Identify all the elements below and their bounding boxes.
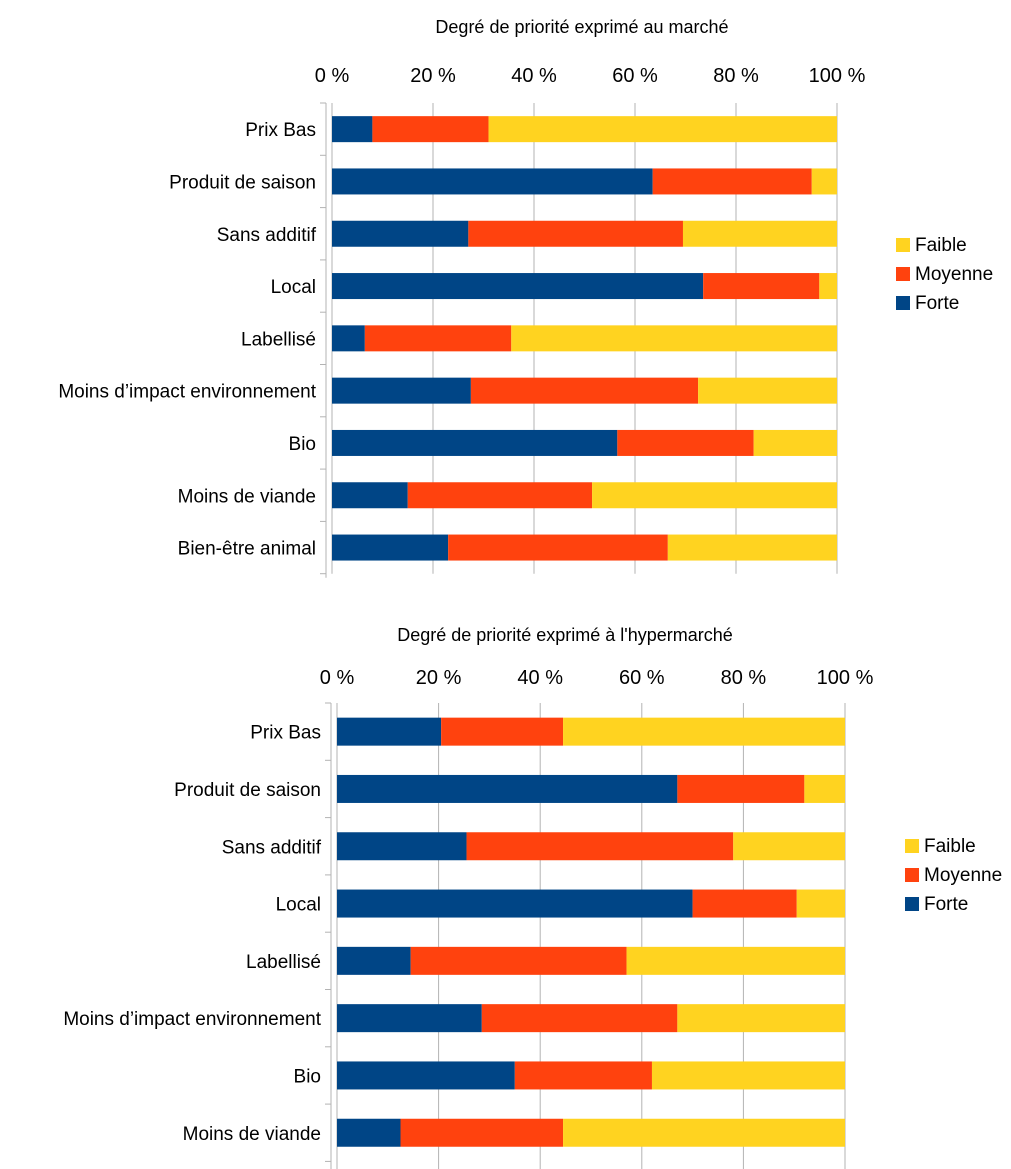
bar-moyenne-local: [692, 889, 797, 918]
bar-faible-local: [796, 889, 845, 918]
bar-moyenne-prix-bas: [441, 717, 564, 746]
bar-moyenne-labellise: [410, 946, 627, 975]
bar-moyenne-sans-additif: [468, 220, 683, 247]
legend-label-moyenne: Moyenne: [924, 865, 1002, 886]
bar-moyenne-moins-de-viande: [400, 1118, 564, 1147]
legend-swatch-moyenne: [896, 267, 910, 281]
category-label: Moins de viande: [183, 1124, 321, 1145]
x-tick-label: 80 %: [713, 65, 759, 87]
x-tick-label: 100 %: [809, 65, 866, 87]
category-label: Bio: [294, 1066, 321, 1087]
x-tick-label: 40 %: [511, 65, 557, 87]
bar-forte-labellise: [332, 325, 365, 352]
x-tick-label: 40 %: [517, 667, 563, 689]
bar-faible-moins-de-viande: [592, 482, 837, 509]
category-label: Bien-être animal: [178, 539, 316, 560]
bar-moyenne-sans-additif: [466, 832, 734, 861]
bar-forte-labellise: [337, 946, 411, 975]
category-label: Produit de saison: [169, 172, 316, 193]
bar-moyenne-labellise: [364, 325, 512, 352]
legend-swatch-forte: [905, 897, 919, 911]
legend-label-faible: Faible: [924, 836, 976, 857]
category-label: Moins d’impact environnement: [63, 1009, 321, 1030]
bar-faible-produit-de-saison: [811, 168, 837, 195]
bar-forte-bien-etre-animal: [332, 534, 449, 561]
category-label: Local: [276, 895, 321, 916]
category-label: Sans additif: [217, 225, 317, 246]
bar-faible-prix-bas: [563, 717, 845, 746]
bar-faible-moins-de-viande: [563, 1118, 845, 1147]
category-label: Prix Bas: [245, 120, 316, 141]
legend-label-forte: Forte: [924, 894, 968, 915]
category-label: Produit de saison: [174, 780, 321, 801]
category-label: Bio: [289, 434, 316, 455]
x-tick-label: 20 %: [410, 65, 456, 87]
bar-forte-sans-additif: [337, 832, 467, 861]
bar-forte-bio: [332, 429, 618, 456]
bar-faible-moins-d-impact-environnement: [698, 377, 837, 404]
legend-label-forte: Forte: [915, 293, 959, 314]
bar-forte-moins-d-impact-environnement: [332, 377, 471, 404]
legend-label-moyenne: Moyenne: [915, 264, 993, 285]
chart-title: Degré de priorité exprimé au marché: [435, 17, 728, 37]
bar-forte-moins-de-viande: [332, 482, 408, 509]
bar-moyenne-local: [703, 273, 820, 300]
bar-moyenne-moins-d-impact-environnement: [481, 1004, 678, 1033]
x-tick-label: 60 %: [619, 667, 665, 689]
bar-forte-moins-d-impact-environnement: [337, 1004, 482, 1033]
x-tick-label: 0 %: [320, 667, 355, 689]
bar-moyenne-bio: [514, 1061, 652, 1090]
bar-faible-sans-additif: [682, 220, 837, 247]
bar-moyenne-produit-de-saison: [652, 168, 812, 195]
legend-swatch-faible: [896, 238, 910, 252]
category-label: Labellisé: [241, 329, 316, 350]
bar-faible-sans-additif: [733, 832, 845, 861]
bar-forte-moins-de-viande: [337, 1118, 401, 1147]
legend-swatch-faible: [905, 839, 919, 853]
bar-moyenne-prix-bas: [372, 116, 489, 143]
bar-faible-produit-de-saison: [804, 774, 845, 803]
category-label: Prix Bas: [250, 723, 321, 744]
x-tick-label: 80 %: [721, 667, 767, 689]
chart-hypermarket: Degré de priorité exprimé à l'hypermarch…: [63, 625, 1002, 1169]
bar-faible-moins-d-impact-environnement: [677, 1004, 845, 1033]
bar-faible-labellise: [511, 325, 837, 352]
bar-forte-prix-bas: [332, 116, 373, 143]
category-label: Labellisé: [246, 952, 321, 973]
bar-forte-produit-de-saison: [337, 774, 678, 803]
bar-forte-bio: [337, 1061, 515, 1090]
bar-forte-prix-bas: [337, 717, 442, 746]
bar-moyenne-moins-de-viande: [407, 482, 593, 509]
bar-faible-bio: [651, 1061, 845, 1090]
bar-faible-local: [819, 273, 837, 300]
category-label: Sans additif: [222, 837, 322, 858]
category-label: Moins d’impact environnement: [58, 382, 316, 403]
bar-faible-bien-etre-animal: [667, 534, 837, 561]
bar-moyenne-moins-d-impact-environnement: [470, 377, 699, 404]
bar-faible-labellise: [626, 946, 845, 975]
x-tick-label: 20 %: [416, 667, 462, 689]
x-tick-label: 100 %: [817, 667, 874, 689]
bar-moyenne-bio: [617, 429, 754, 456]
chart-title: Degré de priorité exprimé à l'hypermarch…: [397, 625, 733, 645]
bar-forte-sans-additif: [332, 220, 469, 247]
bar-faible-bio: [753, 429, 837, 456]
category-label: Moins de viande: [178, 486, 316, 507]
bar-forte-produit-de-saison: [332, 168, 653, 195]
bar-moyenne-bien-etre-animal: [448, 534, 668, 561]
bar-forte-local: [332, 273, 704, 300]
bar-moyenne-produit-de-saison: [677, 774, 805, 803]
bar-forte-local: [337, 889, 693, 918]
x-tick-label: 60 %: [612, 65, 658, 87]
category-label: Local: [271, 277, 316, 298]
chart-market: Degré de priorité exprimé au marché 0 % 20…: [58, 17, 993, 578]
legend-swatch-forte: [896, 296, 910, 310]
bar-faible-prix-bas: [488, 116, 837, 143]
legend-swatch-moyenne: [905, 868, 919, 882]
x-tick-label: 0 %: [315, 65, 350, 87]
legend-label-faible: Faible: [915, 235, 967, 256]
